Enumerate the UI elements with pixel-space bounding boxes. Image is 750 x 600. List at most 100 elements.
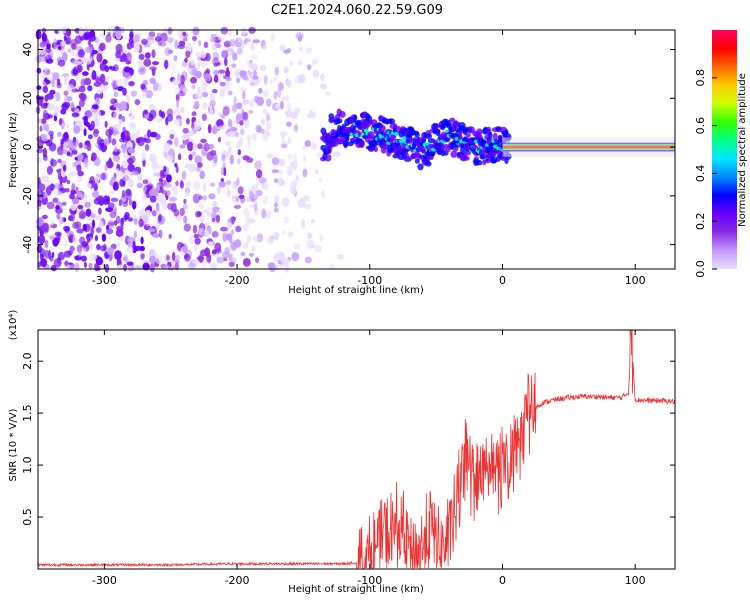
spectrogram-cell xyxy=(40,258,47,268)
spectrogram-cell xyxy=(314,245,322,253)
spectrogram-cell xyxy=(52,72,60,81)
spectrogram-cell xyxy=(126,42,130,50)
spectrogram-cell xyxy=(241,99,250,105)
spectrogram-cell xyxy=(66,84,75,91)
spectrogram-cell xyxy=(490,156,498,164)
spectrogram-cell xyxy=(106,247,114,255)
spectrogram-cell xyxy=(62,148,68,155)
spectrogram-cell xyxy=(227,118,233,128)
spectrogram-cell xyxy=(90,227,94,237)
spectrogram-cell xyxy=(67,264,71,270)
spectrogram-cell xyxy=(41,175,49,182)
spectrogram-cell xyxy=(236,77,241,84)
spectrogram-cell xyxy=(62,141,69,147)
spectrogram-cell xyxy=(242,90,246,100)
spectrogram-cell xyxy=(36,156,42,164)
spectrogram-cell xyxy=(194,237,201,245)
spectrogram-cell xyxy=(111,138,117,146)
spectrogram-cell xyxy=(255,169,263,179)
spectrogram-cell xyxy=(161,201,168,211)
snr-y-tick-label: 1.5 xyxy=(21,404,34,422)
spectrogram-cell xyxy=(41,222,49,232)
snr-plot-area xyxy=(38,330,675,569)
spectrogram-cell xyxy=(222,232,228,242)
spectrogram-cell xyxy=(324,91,332,96)
spectrogram-x-tick-label: -300 xyxy=(92,274,117,287)
spectrogram-cell xyxy=(139,245,146,252)
spectrogram-cell xyxy=(63,131,69,140)
spectrogram-cell xyxy=(71,149,78,155)
spectrogram-cell xyxy=(93,128,99,138)
spectrogram-cell xyxy=(176,98,180,109)
spectrogram-cell xyxy=(121,189,126,198)
spectrogram-cell xyxy=(231,63,237,68)
spectrogram-cell xyxy=(196,60,201,71)
spectrogram-cell xyxy=(96,148,100,156)
spectrogram-cell xyxy=(248,218,256,224)
spectrogram-cell xyxy=(149,109,157,120)
spectrogram-cell xyxy=(107,236,111,243)
spectrogram-cell xyxy=(269,79,273,85)
spectrogram-cell xyxy=(140,236,144,245)
spectrogram-cell xyxy=(151,160,159,170)
spectrogram-cell xyxy=(89,30,96,38)
spectrogram-cell xyxy=(58,216,64,225)
spectrogram-cell xyxy=(219,87,226,98)
spectrogram-cell xyxy=(179,144,186,149)
spectrogram-cell xyxy=(286,79,292,86)
spectrogram-cell xyxy=(295,174,300,181)
spectrogram-cell xyxy=(267,236,274,244)
spectrogram-cell xyxy=(435,129,441,137)
spectrogram-cell xyxy=(248,252,255,257)
spectrogram-cell xyxy=(175,180,179,187)
spectrogram-cell xyxy=(132,200,137,210)
spectrogram-cell xyxy=(270,32,276,42)
spectrogram-cell xyxy=(217,74,221,85)
snr-y-axis-title: SNR (10 * V/V) xyxy=(8,408,19,481)
spectrogram-cell xyxy=(209,108,213,116)
spectrogram-cell xyxy=(220,226,228,232)
spectrogram-cell xyxy=(49,159,58,167)
spectrogram-cell xyxy=(239,120,244,126)
spectrogram-cell xyxy=(174,162,178,168)
spectrogram-cell xyxy=(471,144,479,150)
spectrogram-cell xyxy=(241,224,249,232)
spectrogram-cell xyxy=(277,158,286,167)
spectrogram-cell xyxy=(370,136,375,141)
spectrogram-cell xyxy=(255,257,260,263)
spectrogram-cell xyxy=(278,169,283,175)
spectrogram-cell xyxy=(414,131,420,138)
spectrogram-cell xyxy=(127,178,134,188)
spectrogram-cell xyxy=(183,223,191,232)
spectrogram-y-tick-label: -40 xyxy=(21,236,34,254)
spectrogram-cell xyxy=(492,132,498,141)
spectrogram-cell xyxy=(96,243,101,251)
spectrogram-cell xyxy=(162,264,170,270)
spectrogram-cell xyxy=(113,112,117,122)
spectrogram-cell xyxy=(271,157,280,165)
spectrogram-cell xyxy=(274,202,278,208)
spectrogram-cell xyxy=(431,151,436,157)
spectrogram-cell xyxy=(261,199,269,204)
spectrogram-cell xyxy=(147,129,152,138)
spectrogram-cell xyxy=(216,186,222,194)
spectrogram-cell xyxy=(126,96,131,104)
spectrogram-cell xyxy=(138,53,145,61)
spectrogram-cell xyxy=(61,73,70,78)
spectrogram-cell xyxy=(182,204,188,210)
spectrogram-cell xyxy=(181,170,187,180)
spectrogram-cell xyxy=(215,214,221,223)
spectrogram-cell xyxy=(57,59,66,67)
spectrogram-cell xyxy=(252,75,259,80)
spectrogram-cell xyxy=(232,52,238,61)
spectrogram-cell xyxy=(208,143,214,150)
spectrogram-cell xyxy=(321,189,326,199)
spectrogram-cell xyxy=(222,106,230,116)
spectrogram-cell xyxy=(122,137,127,143)
spectrogram-cell xyxy=(240,40,245,50)
spectrogram-cell xyxy=(166,254,170,261)
spectrogram-cell xyxy=(373,146,378,153)
spectrogram-marks xyxy=(35,25,675,273)
spectrogram-cell xyxy=(157,38,162,46)
spectrogram-cell xyxy=(394,131,400,136)
